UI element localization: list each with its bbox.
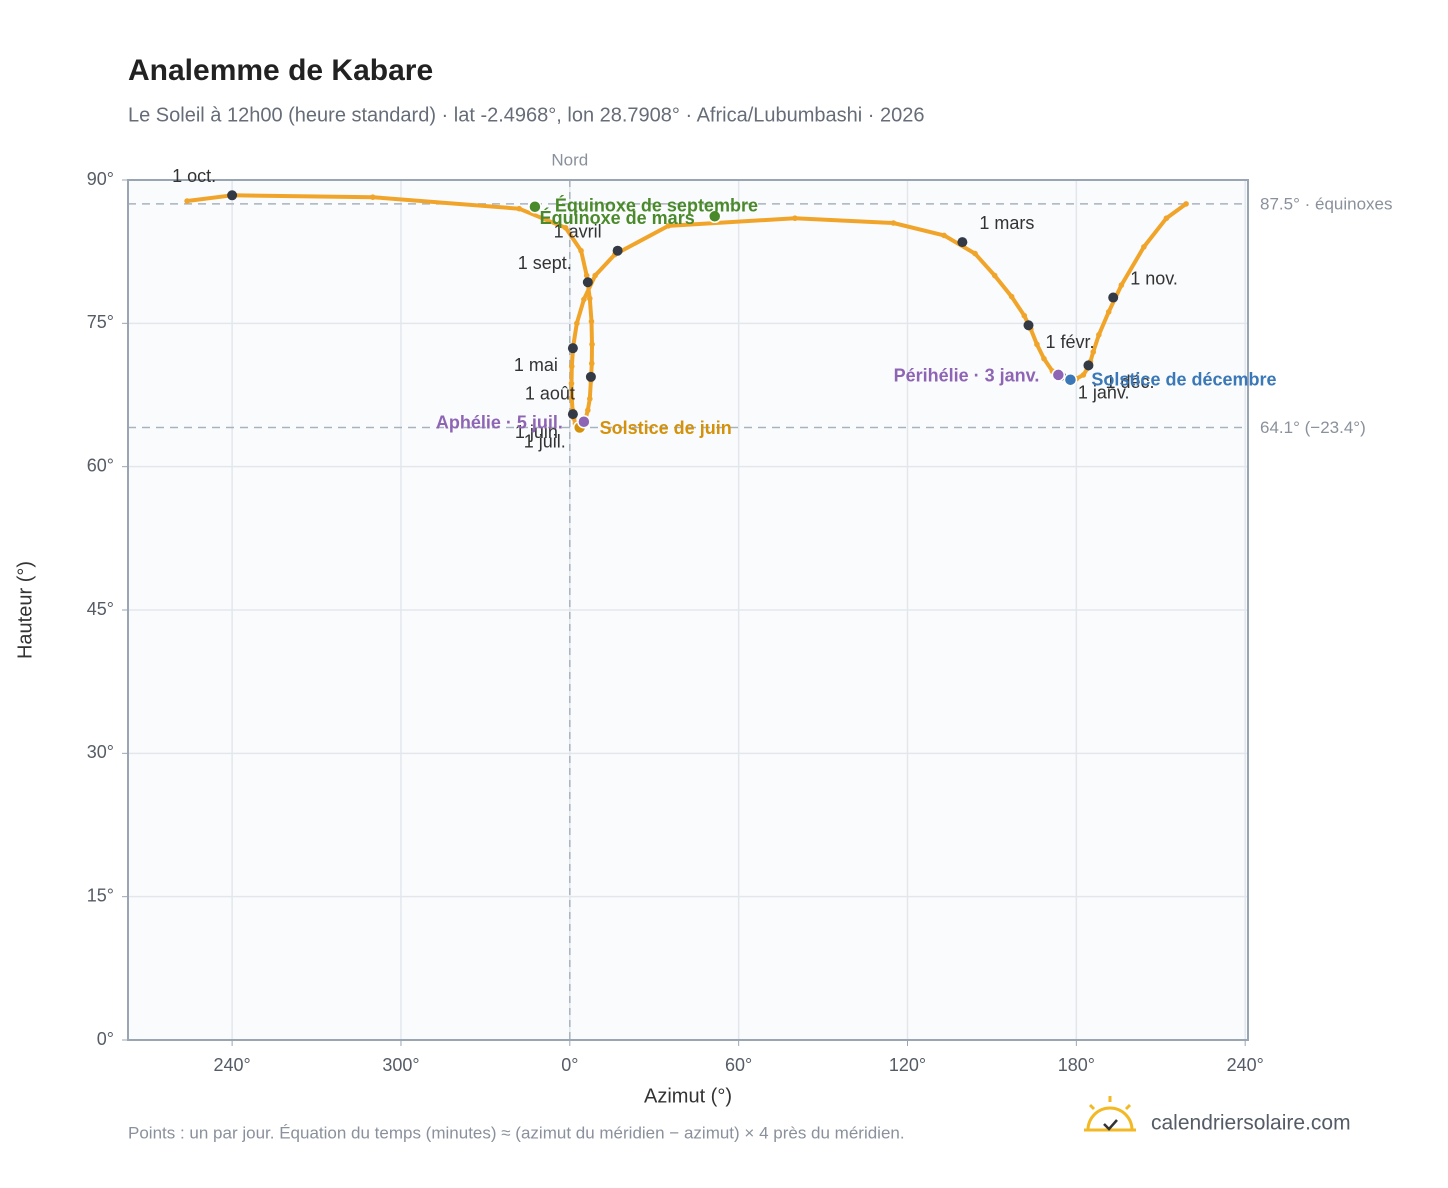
brand-logo	[1084, 1096, 1136, 1132]
day-point	[941, 232, 947, 239]
chart-subtitle: Le Soleil à 12h00 (heure standard) · lat…	[128, 104, 925, 126]
day-point	[890, 220, 897, 226]
y-tick-label: 30°	[87, 742, 114, 762]
month-point	[227, 190, 238, 201]
event-label: Périhélie · 3 janv.	[894, 366, 1040, 386]
day-point	[1021, 312, 1028, 319]
meridian-label: Nord	[551, 150, 588, 169]
event-label: Équinoxe de mars	[540, 207, 695, 228]
day-point	[665, 223, 672, 229]
event-point	[707, 209, 722, 224]
day-point	[586, 295, 593, 302]
event-label: Solstice de décembre	[1091, 369, 1276, 389]
day-point	[1183, 201, 1189, 207]
month-label: 1 juil.	[524, 431, 566, 451]
day-point	[184, 198, 190, 204]
marks	[184, 190, 1189, 435]
month-label: 1 nov.	[1130, 268, 1178, 288]
day-point	[1163, 215, 1170, 222]
event-point	[1051, 368, 1066, 382]
month-point	[585, 371, 596, 382]
day-point	[1041, 355, 1047, 362]
y-tick-label: 90°	[87, 169, 114, 189]
event-label: Équinoxe de septembre	[555, 195, 758, 216]
day-point	[516, 205, 522, 212]
event-label: Aphélie · 5 juil.	[436, 413, 563, 433]
event-point	[577, 415, 591, 429]
x-tick-label: 180°	[1058, 1055, 1095, 1075]
event-point	[1063, 372, 1078, 387]
day-point	[568, 363, 575, 370]
month-label: 1 juin	[515, 422, 558, 442]
day-point	[1090, 349, 1097, 355]
month-point	[957, 237, 968, 248]
month-point	[1108, 292, 1119, 303]
month-label: 1 janv.	[1078, 383, 1130, 403]
month-point	[567, 343, 578, 354]
day-point	[792, 215, 798, 222]
day-point	[1008, 293, 1015, 300]
day-point	[578, 247, 584, 254]
day-point	[1080, 372, 1087, 378]
footnote: Points : un par jour. Équation du temps …	[128, 1123, 905, 1142]
month-label: 1 avril	[554, 221, 602, 241]
x-tick-label: 120°	[889, 1055, 926, 1075]
y-tick-label: 60°	[87, 455, 114, 475]
y-tick-label: 0°	[97, 1029, 114, 1049]
event-point	[528, 200, 542, 214]
day-point	[585, 407, 591, 414]
day-point	[574, 320, 580, 327]
day-point	[588, 360, 595, 367]
day-point	[568, 396, 575, 402]
day-point	[1141, 244, 1147, 250]
reference-label: 87.5° · équinoxes	[1260, 194, 1393, 213]
x-tick-label: 240°	[1227, 1055, 1264, 1075]
x-tick-label: 0°	[561, 1055, 578, 1075]
month-label: 1 févr.	[1046, 332, 1095, 352]
y-tick-label: 75°	[87, 312, 114, 332]
y-tick-label: 15°	[87, 885, 114, 905]
day-point	[370, 194, 376, 200]
day-point	[972, 250, 978, 257]
month-label: 1 déc.	[1105, 372, 1154, 392]
month-label: 1 août	[525, 384, 575, 404]
day-point	[583, 272, 590, 279]
day-point	[568, 380, 575, 387]
day-point	[592, 272, 598, 279]
y-tick-label: 45°	[87, 599, 114, 619]
day-point	[588, 318, 595, 325]
chart-title: Analemme de Kabare	[128, 54, 433, 87]
day-point	[1118, 282, 1125, 288]
event-label: Solstice de juin	[600, 418, 732, 438]
day-point	[1105, 309, 1112, 315]
x-tick-label: 240°	[214, 1055, 251, 1075]
analemma-path	[186, 193, 1062, 430]
month-label: 1 mai	[514, 355, 558, 375]
y-axis-label: Hauteur (°)	[14, 561, 36, 659]
month-label: 1 sept.	[518, 253, 572, 273]
month-point	[1083, 360, 1094, 371]
x-tick-label: 300°	[382, 1055, 419, 1075]
month-label: 1 oct.	[172, 166, 216, 186]
day-point	[1096, 332, 1102, 338]
reference-label: 64.1° (−23.4°)	[1260, 418, 1366, 437]
day-point	[581, 296, 587, 303]
month-point	[1023, 320, 1034, 331]
month-point	[567, 409, 578, 420]
day-point	[991, 272, 998, 279]
x-tick-label: 60°	[725, 1055, 752, 1075]
day-point	[1034, 341, 1040, 348]
x-axis-label: Azimut (°)	[644, 1085, 732, 1107]
reference-lines	[128, 180, 1248, 1040]
brand-name: calendriersolaire.com	[1151, 1112, 1351, 1135]
month-label: 1 mars	[979, 213, 1034, 233]
day-point	[589, 341, 595, 348]
month-point	[582, 277, 593, 288]
day-point	[562, 224, 569, 231]
month-point	[612, 245, 623, 256]
day-point	[586, 396, 593, 402]
